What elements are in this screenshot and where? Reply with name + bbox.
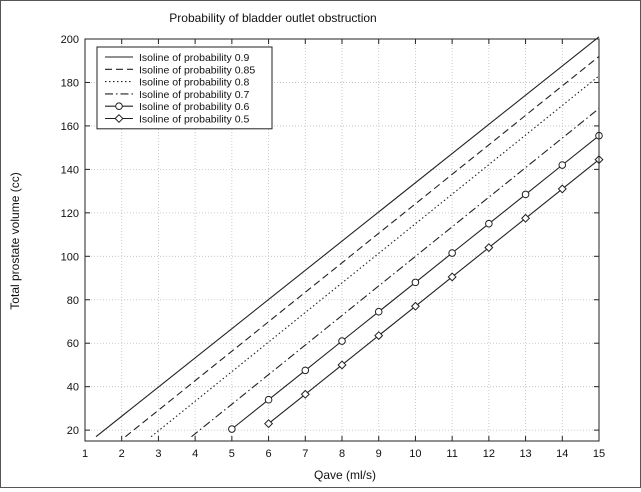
data-point xyxy=(411,278,420,287)
x-tick-label: 1 xyxy=(82,448,88,460)
data-point xyxy=(228,425,236,433)
x-tick-label: 12 xyxy=(483,448,495,460)
legend-marker xyxy=(115,102,123,110)
data-point xyxy=(521,190,530,199)
x-tick-label: 11 xyxy=(446,448,457,460)
data-point xyxy=(374,307,383,316)
data-point xyxy=(264,395,273,404)
chart-title: Probability of bladder outlet obstructio… xyxy=(169,11,376,25)
data-point xyxy=(264,419,274,429)
y-tick-label: 160 xyxy=(61,121,79,133)
series-line xyxy=(125,55,600,438)
data-point xyxy=(374,331,384,341)
x-tick-label: 4 xyxy=(192,448,198,460)
data-point xyxy=(557,184,567,194)
data-point xyxy=(521,213,531,223)
x-tick-label: 5 xyxy=(229,448,235,460)
data-point xyxy=(301,366,310,375)
data-point xyxy=(337,360,347,370)
x-tick-label: 2 xyxy=(119,448,125,460)
series-line xyxy=(191,108,600,438)
y-tick-label: 200 xyxy=(61,34,79,46)
series-line xyxy=(268,159,600,425)
data-point xyxy=(485,219,493,228)
legend-box xyxy=(96,46,273,130)
x-tick-label: 14 xyxy=(556,448,568,460)
tick-layer: 1 2 3 4 5 6 7 8 9 10 11 12 13 14 152040608010012014016… xyxy=(61,34,605,460)
y-tick-label: 80 xyxy=(67,295,79,307)
y-tick-label: 180 xyxy=(61,77,79,89)
legend-label: Isoline of probability 0.85 xyxy=(139,64,255,76)
x-tick-label: 13 xyxy=(519,448,531,460)
data-point xyxy=(484,243,494,253)
legend-label: Isoline of probability 0.9 xyxy=(139,52,249,64)
data-point xyxy=(410,301,420,311)
y-axis-label: Total prostate volume (cc) xyxy=(8,172,22,309)
x-tick-label: 10 xyxy=(409,448,421,460)
y-tick-label: 20 xyxy=(67,425,79,437)
x-tick-label: 15 xyxy=(593,448,605,460)
series-line xyxy=(150,75,600,438)
series-line xyxy=(95,36,600,438)
data-point xyxy=(338,337,346,345)
x-tick-label: 7 xyxy=(302,448,308,460)
legend-label: Isoline of probability 0.7 xyxy=(139,89,249,101)
y-tick-label: 40 xyxy=(67,382,79,394)
legend-label: Isoline of probability 0.8 xyxy=(139,77,249,89)
legend-marker xyxy=(114,113,124,124)
y-tick-label: 120 xyxy=(61,208,79,220)
data-point xyxy=(448,249,456,257)
data-point xyxy=(300,389,310,399)
legend-label: Isoline of probability 0.6 xyxy=(139,101,249,113)
y-tick-label: 100 xyxy=(61,251,79,263)
y-tick-label: 140 xyxy=(61,164,79,176)
x-axis-label: Qave (ml/s) xyxy=(314,468,376,482)
x-tick-label: 8 xyxy=(339,448,345,460)
x-tick-label: 6 xyxy=(266,448,272,460)
legend-label: Isoline of probability 0.5 xyxy=(139,114,249,126)
y-tick-label: 60 xyxy=(67,338,79,350)
data-point xyxy=(447,272,457,282)
data-point xyxy=(558,161,567,169)
x-tick-label: 3 xyxy=(155,448,161,460)
plot-area-frame xyxy=(84,38,600,442)
x-tick-label: 9 xyxy=(376,448,382,460)
